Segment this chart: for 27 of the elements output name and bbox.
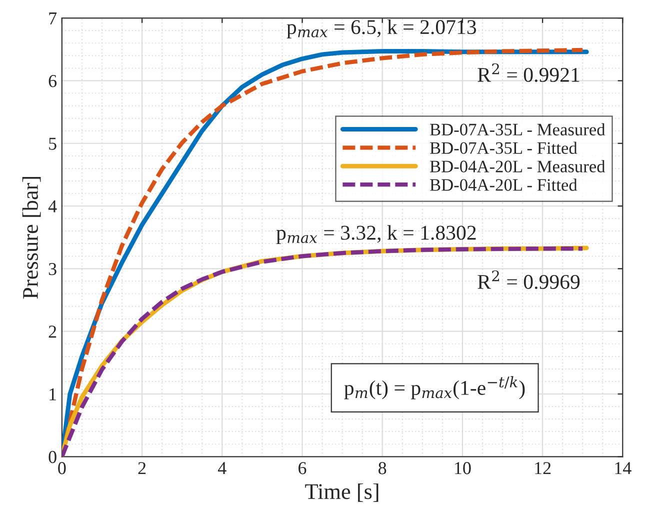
y-tick-label: 6 [48, 75, 57, 88]
x-tick-label: 8 [378, 462, 386, 474]
y-axis-title: Pressure [bar] [22, 177, 41, 299]
y-tick-label: 1 [50, 388, 56, 400]
legend-label: BD-07A-35L - Measured [430, 123, 606, 136]
y-tick-label: 2 [48, 326, 56, 338]
y-tick-label: 0 [48, 450, 56, 464]
x-tick-label: 0 [58, 462, 66, 474]
x-tick-label: 10 [455, 462, 471, 474]
annotation: p$_{max}$ = 6.5, k = 2.0713 [286, 19, 476, 38]
x-tick-label: 12 [535, 462, 551, 474]
annotation: R$^{2}$ = 0.9969 [478, 270, 580, 290]
x-tick-label: 2 [138, 462, 146, 474]
x-tick-label: 14 [615, 462, 632, 474]
legend-label: BD-07A-35L - Fitted [430, 142, 578, 154]
x-tick-label: 4 [218, 462, 226, 474]
x-axis-title: Time [s] [305, 483, 378, 502]
annotation: p$_{m}$(t) = p$_{max}$(1-e$^{−t/k}$) [344, 376, 525, 400]
x-tick-label: 6 [298, 462, 306, 474]
y-tick-label: 7 [49, 12, 57, 24]
legend-label: BD-04A-20L - Measured [430, 160, 606, 172]
annotation: R$^{2}$ = 0.9921 [478, 63, 580, 82]
y-tick-label: 5 [49, 138, 56, 150]
y-tick-label: 4 [48, 200, 57, 212]
legend-label: BD-04A-20L - Fitted [430, 178, 578, 191]
y-tick-label: 3 [48, 262, 56, 276]
annotation: p$_{max}$ = 3.32, k = 1.8302 [276, 225, 476, 244]
